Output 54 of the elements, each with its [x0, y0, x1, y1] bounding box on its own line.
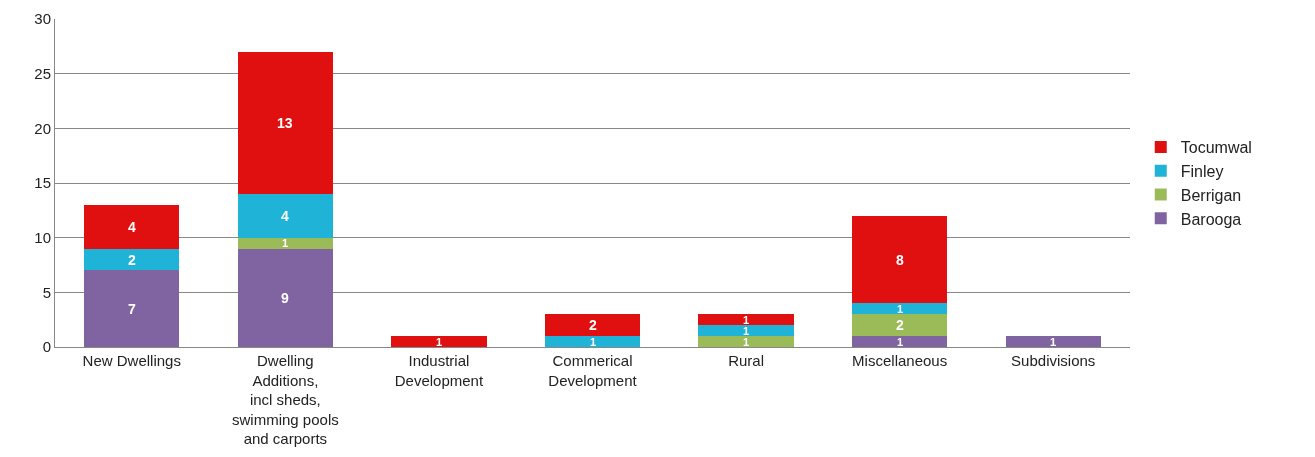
data-label: 1	[282, 237, 289, 249]
bar	[852, 314, 948, 337]
bar	[698, 325, 794, 337]
x-tick-label: Miscellaneous	[852, 352, 948, 369]
data-label: 2	[896, 317, 904, 333]
data-label: 7	[128, 301, 136, 317]
x-tick-label: Rural	[728, 352, 764, 369]
bar	[544, 336, 641, 347]
bar	[852, 303, 948, 315]
bar	[237, 248, 333, 347]
data-label: 1	[743, 325, 750, 337]
y-tick-label: 30	[34, 10, 51, 28]
bar	[698, 336, 794, 347]
y-tick-label: 5	[42, 283, 51, 301]
bar	[852, 215, 948, 304]
bar	[1005, 336, 1101, 347]
bar	[237, 193, 333, 238]
x-tick-label: Commerical Development	[548, 352, 638, 389]
y-tick-label: 20	[34, 119, 51, 137]
bar	[391, 336, 487, 347]
x-tick-label: Dwelling Additions, incl sheds, swimming pools and carports	[232, 352, 339, 447]
x-tick-label: New Dwellings	[82, 352, 181, 369]
bar	[852, 336, 948, 347]
y-tick-label: 10	[34, 228, 51, 246]
data-label: 4	[281, 208, 289, 224]
data-label: 1	[743, 336, 750, 348]
legend-label: Barooga	[1180, 210, 1242, 228]
y-tick-label: 25	[34, 64, 51, 82]
bar	[544, 314, 641, 337]
data-label: 1	[436, 336, 443, 348]
y-tick-label: 0	[42, 338, 51, 356]
bar	[237, 237, 333, 249]
bar	[84, 248, 180, 271]
legend-label: Finley	[1180, 162, 1224, 180]
bar	[237, 51, 333, 194]
bar	[84, 270, 180, 347]
data-label: 1	[897, 336, 904, 348]
bar	[84, 204, 180, 249]
x-tick-label: Subdivisions	[1011, 352, 1096, 369]
data-label: 2	[589, 317, 597, 333]
data-label: 4	[128, 219, 136, 235]
data-label: 13	[277, 115, 293, 131]
data-label: 2	[128, 252, 136, 268]
bar	[698, 314, 794, 326]
data-label: 1	[743, 314, 750, 326]
data-label: 1	[897, 303, 904, 315]
y-tick-label: 15	[34, 174, 51, 192]
legend-label: Berrigan	[1180, 186, 1242, 204]
data-label: 9	[281, 290, 289, 306]
legend-label: Tocumwal	[1180, 139, 1252, 157]
data-label: 8	[896, 252, 904, 268]
data-label: 1	[1050, 336, 1057, 348]
x-tick-label: Industrial Development	[394, 352, 484, 389]
data-label: 1	[590, 336, 597, 348]
